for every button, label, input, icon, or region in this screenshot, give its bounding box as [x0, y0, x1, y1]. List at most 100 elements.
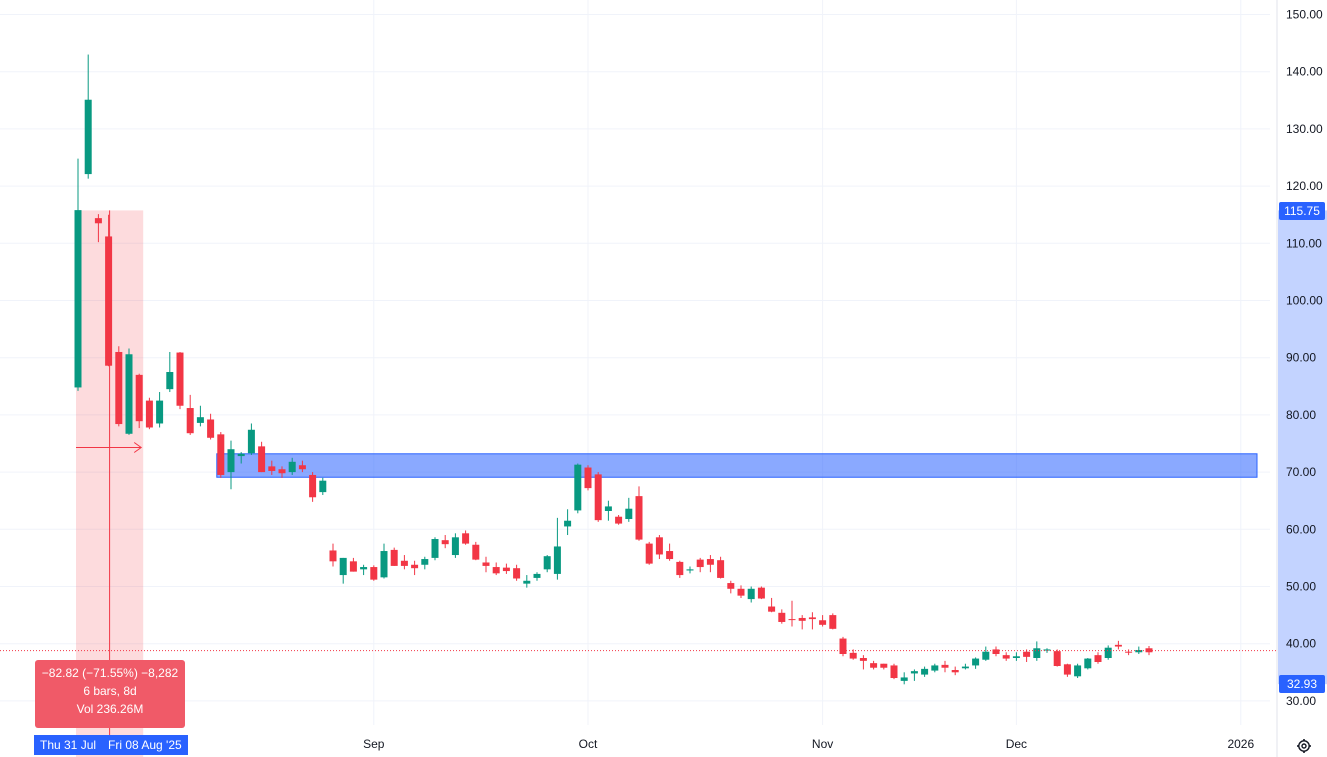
candle: [727, 580, 735, 594]
candle: [533, 572, 541, 581]
candle: [411, 560, 419, 576]
candle: [258, 441, 266, 473]
candle: [186, 394, 194, 435]
candle: [370, 565, 378, 581]
candle-body: [594, 474, 602, 521]
candle-body: [431, 539, 439, 558]
candle-body: [370, 567, 378, 580]
candle: [615, 515, 623, 525]
price-tick-label: 90.00: [1286, 351, 1316, 365]
price-tick-label: 60.00: [1286, 522, 1316, 536]
candle: [84, 54, 92, 179]
gear-icon[interactable]: [1296, 738, 1312, 754]
candle-body: [676, 561, 684, 576]
candle-body: [931, 665, 939, 671]
candle-body: [84, 99, 92, 175]
candle: [900, 672, 908, 685]
candle: [543, 555, 551, 573]
candle-body: [94, 218, 102, 224]
candle: [421, 556, 429, 570]
candle-body: [186, 408, 194, 434]
candle-body: [1074, 665, 1082, 677]
candle: [227, 440, 235, 490]
candle-body: [156, 400, 164, 424]
candle-body: [278, 469, 286, 474]
candle-body: [706, 559, 714, 565]
candle-body: [207, 419, 215, 438]
candle-body: [268, 466, 276, 471]
candle: [890, 663, 898, 680]
price-tick-label: 30.00: [1286, 694, 1316, 708]
candle: [451, 533, 459, 558]
candle-body: [1002, 655, 1010, 659]
candle: [768, 597, 776, 613]
candle-body: [390, 549, 398, 566]
measure-bars-text: 6 bars, 8d: [83, 684, 137, 698]
price-tick-label: 80.00: [1286, 408, 1316, 422]
price-tick-label: 50.00: [1286, 580, 1316, 594]
candle-body: [319, 480, 327, 493]
candle: [1012, 652, 1020, 661]
candle: [655, 535, 663, 560]
candle: [870, 660, 878, 670]
candle-body: [900, 677, 908, 681]
measure-volume-text: Vol 236.26M: [76, 702, 144, 716]
candle-body: [380, 551, 388, 578]
measure-tooltip: −82.82 (−71.55%) −8,282 6 bars, 8d Vol 2…: [35, 660, 185, 728]
candle-body: [747, 588, 755, 600]
candle-body: [482, 562, 490, 566]
candle-body: [778, 612, 786, 622]
candle: [94, 214, 102, 243]
candle-body: [1033, 648, 1041, 658]
price-axis[interactable]: 150.00 140.00 130.00 120.00 110.00 100.00 90.0…: [1286, 8, 1323, 708]
candle-body: [717, 560, 725, 578]
candle-body: [125, 354, 133, 434]
candle-body: [217, 434, 225, 475]
candle: [492, 562, 500, 576]
candle-body: [696, 559, 704, 568]
candle-body: [584, 467, 592, 489]
candle-body: [553, 546, 561, 574]
candle-body: [105, 236, 113, 366]
price-tick-label: 140.00: [1286, 65, 1323, 79]
candle-body: [492, 567, 500, 574]
price-tick-label: 150.00: [1286, 8, 1323, 22]
price-zone-rectangle[interactable]: [216, 453, 1258, 478]
candle: [747, 586, 755, 603]
time-axis[interactable]: Sep Oct Nov Dec 2026: [363, 737, 1254, 751]
candle: [778, 609, 786, 624]
price-tick-label: 120.00: [1286, 179, 1323, 193]
candle: [1114, 640, 1122, 650]
time-tick-label: Sep: [363, 737, 385, 751]
start-date-badge: Thu 31 Jul: [34, 735, 104, 755]
candle: [553, 517, 561, 580]
candle: [502, 563, 510, 574]
candle: [462, 530, 470, 545]
candle-body: [819, 620, 827, 625]
candle-body: [1043, 649, 1051, 651]
candle: [829, 613, 837, 630]
candle-body: [921, 668, 929, 675]
candle: [737, 585, 745, 598]
candle: [931, 663, 939, 673]
candle: [1002, 652, 1010, 661]
candle-body: [309, 474, 317, 498]
candle: [604, 500, 612, 521]
candle-body: [360, 567, 368, 570]
candle-body: [329, 550, 337, 562]
candle-body: [849, 652, 857, 659]
candle-body: [349, 561, 357, 572]
candle-body: [727, 583, 735, 589]
candle: [74, 158, 82, 391]
price-tick-label: 130.00: [1286, 122, 1323, 136]
candle-body: [1012, 656, 1020, 658]
candle: [125, 348, 133, 435]
candle: [717, 556, 725, 579]
time-tick-label: 2026: [1227, 737, 1254, 751]
candle: [645, 541, 653, 565]
candle: [839, 636, 847, 657]
price-badge-top: 115.75: [1279, 202, 1325, 220]
candle-body: [808, 617, 816, 620]
candle: [288, 457, 296, 475]
